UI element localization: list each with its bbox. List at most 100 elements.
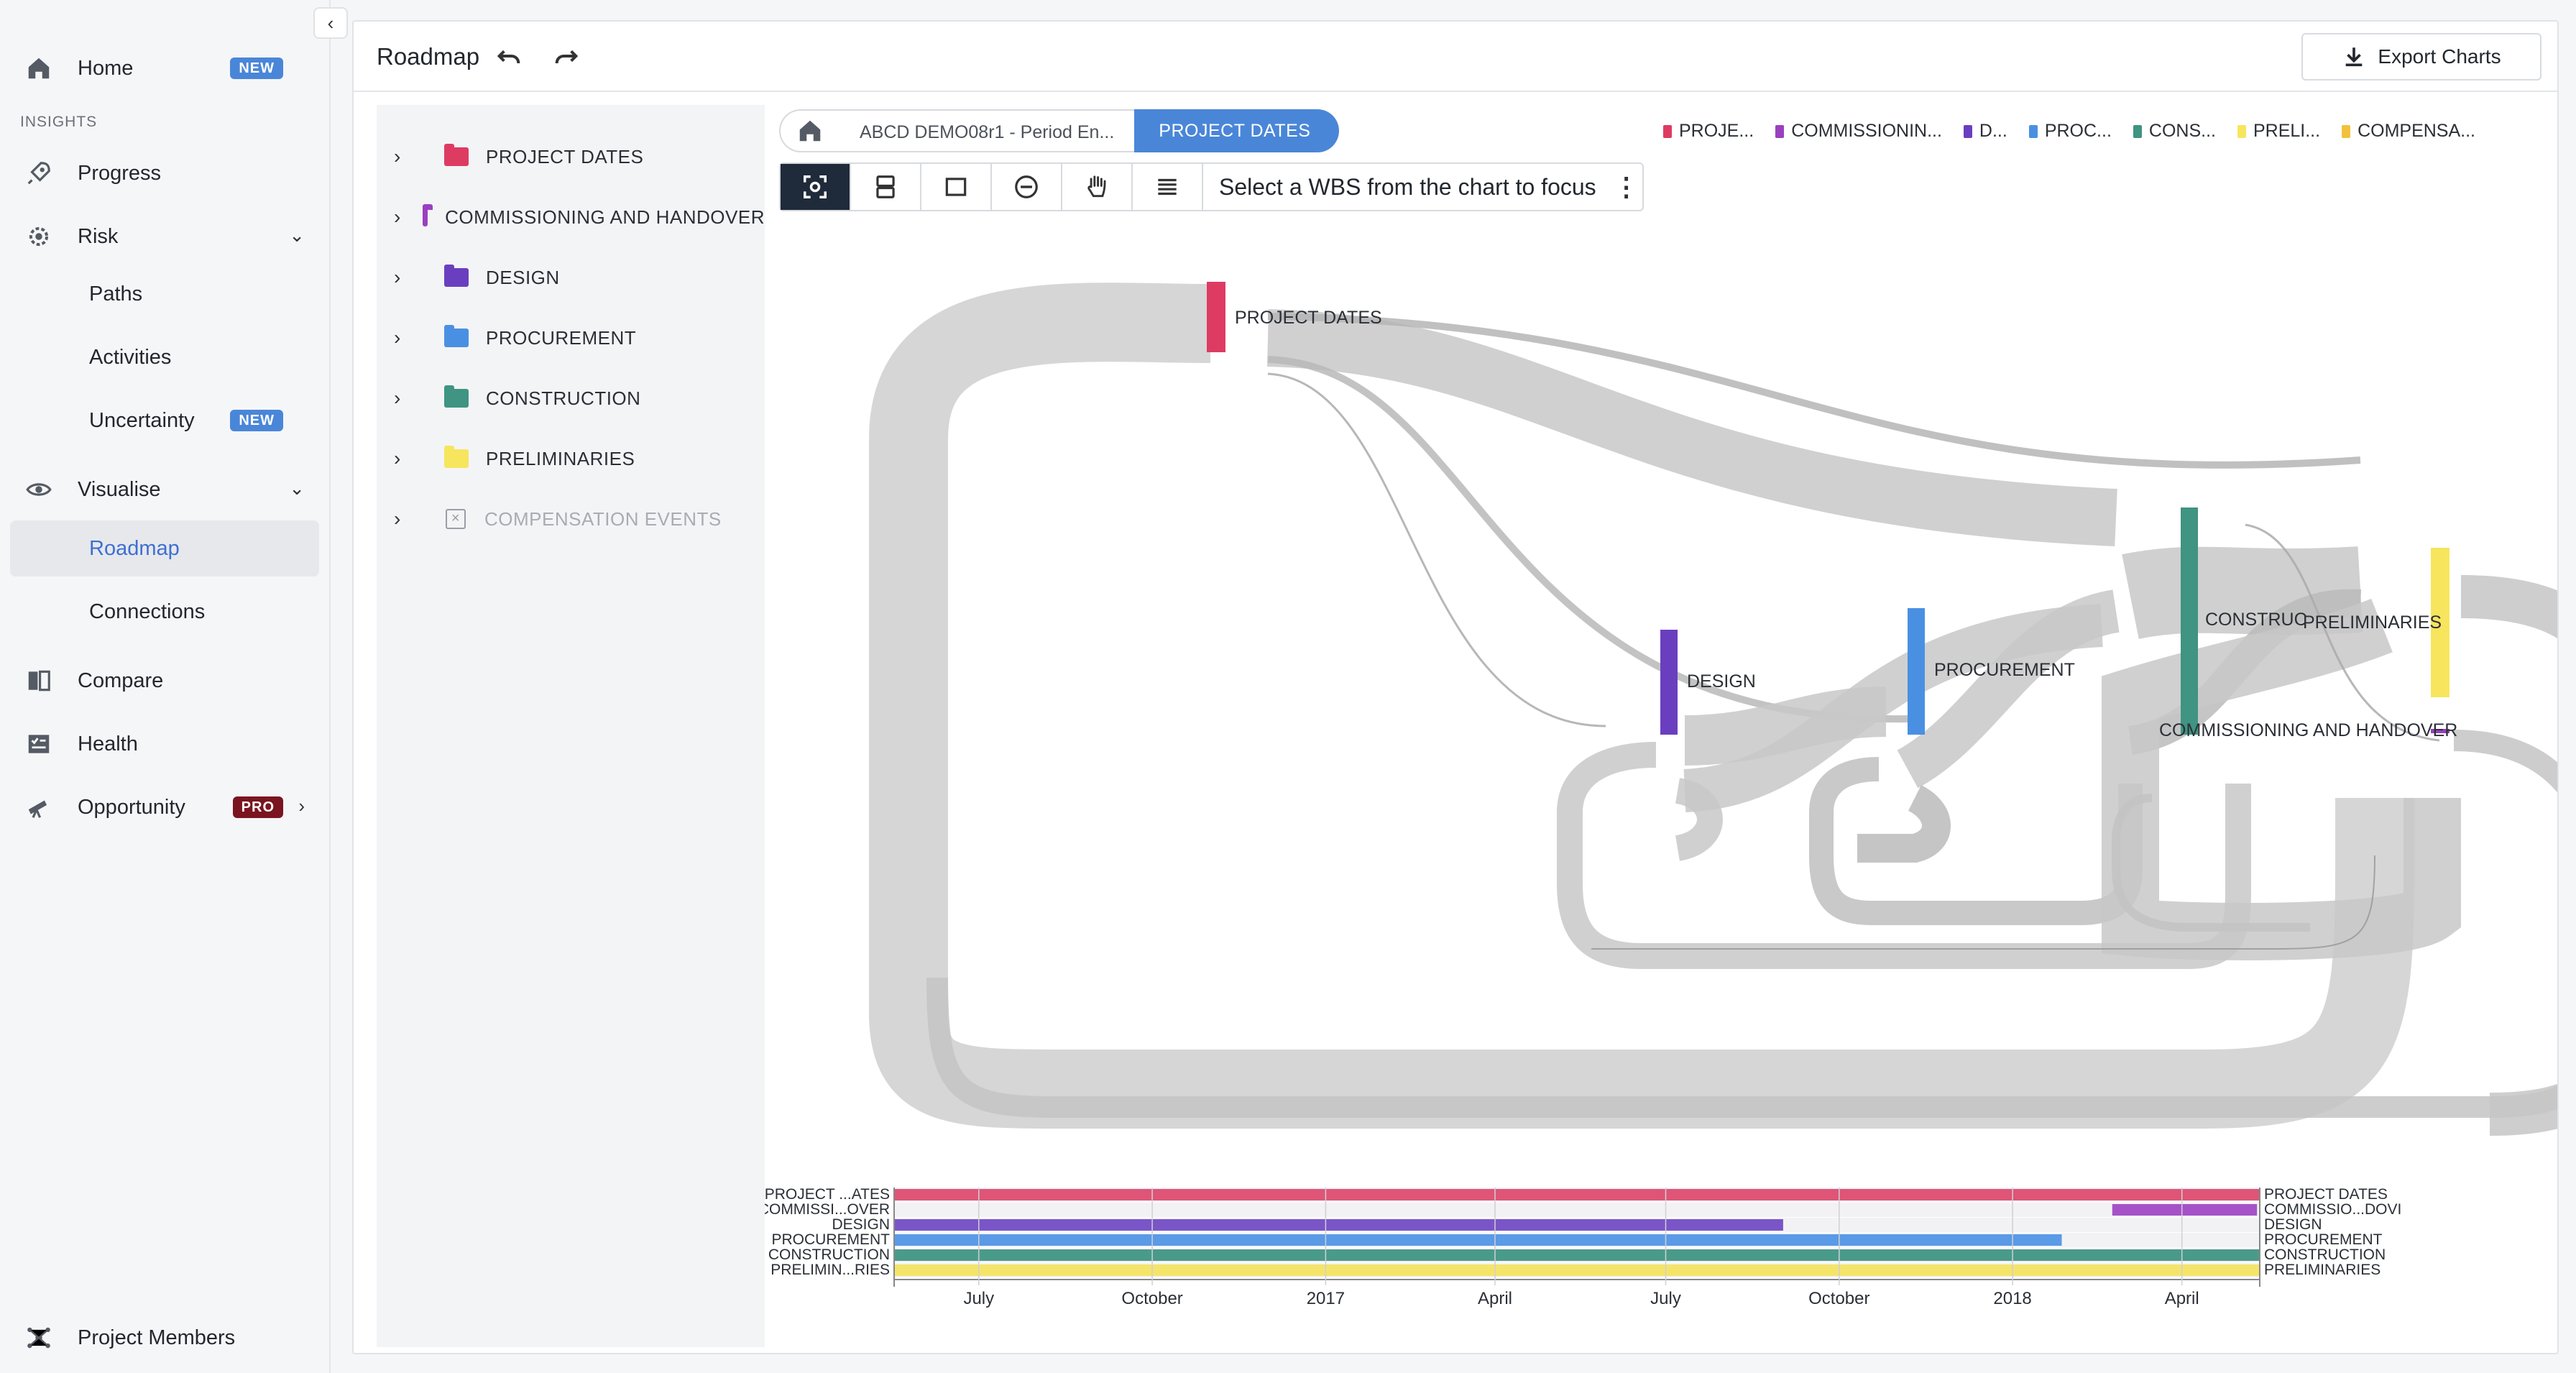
timeline-row-label: PRELIMIN...RIES xyxy=(770,1262,890,1278)
sankey-node-commissioning[interactable] xyxy=(2431,729,2450,733)
tree-item-commissioning[interactable]: › COMMISSIONING AND HANDOVER xyxy=(377,188,765,246)
nav-activities-label: Activities xyxy=(89,345,172,369)
nav-health[interactable]: Health xyxy=(10,716,319,772)
breadcrumb-active[interactable]: PROJECT DATES xyxy=(1134,109,1340,152)
legend-item[interactable]: PROC... xyxy=(2028,121,2112,142)
sankey-node-preliminaries[interactable] xyxy=(2431,548,2450,697)
focus-frame-icon xyxy=(804,175,827,198)
box-select-button[interactable] xyxy=(921,164,992,210)
nav-home[interactable]: Home NEW xyxy=(10,40,319,96)
timeline-bar[interactable] xyxy=(2112,1204,2258,1216)
undo-button[interactable] xyxy=(490,37,528,75)
chevron-right-icon[interactable]: › xyxy=(394,447,401,469)
sankey-label: PROJECT DATES xyxy=(1235,308,1382,328)
breadcrumb-home[interactable] xyxy=(779,109,840,152)
more-options-icon[interactable]: ⋮ xyxy=(1613,172,1639,201)
legend-item[interactable]: PRELI... xyxy=(2237,121,2320,142)
list-view-button[interactable] xyxy=(1133,164,1203,210)
legend-swatch xyxy=(2237,124,2246,138)
legend-item[interactable]: COMPENSA... xyxy=(2342,121,2475,142)
tree-item-procurement[interactable]: › PROCUREMENT xyxy=(377,309,765,367)
timeline-bar[interactable] xyxy=(894,1219,1783,1231)
tree-item-project-dates[interactable]: › PROJECT DATES xyxy=(377,128,765,185)
legend-swatch xyxy=(2342,124,2351,138)
telescope-icon xyxy=(22,790,56,825)
legend-item[interactable]: D... xyxy=(1963,121,2007,142)
timeline-bar[interactable] xyxy=(894,1234,2062,1246)
timeline-row-label: PRELIMINARIES xyxy=(2264,1262,2380,1278)
sankey-labels: PROJECT DATES DESIGN PROCUREMENT CONSTRU… xyxy=(1235,308,2457,740)
timeline-row-label: COMMISSIO...DOVI xyxy=(2264,1201,2401,1218)
sidebar: ‹ Home NEW INSIGHTS Progress Risk ⌄ Path… xyxy=(0,0,348,1373)
sankey-link xyxy=(1674,778,1723,861)
timeline-bar[interactable] xyxy=(894,1249,2260,1261)
timeline-bar[interactable] xyxy=(894,1264,2260,1276)
breadcrumb: ABCD DEMO08r1 - Period En... PROJECT DAT… xyxy=(779,109,1340,152)
pan-button[interactable] xyxy=(1062,164,1133,210)
section-insights-label: INSIGHTS xyxy=(20,114,98,130)
chevron-down-icon: ⌄ xyxy=(289,477,305,499)
legend-label: D... xyxy=(1979,121,2007,141)
tree-item-preliminaries[interactable]: › PRELIMINARIES xyxy=(377,430,765,487)
nav-risk-activities[interactable]: Activities xyxy=(10,329,319,385)
split-view-button[interactable] xyxy=(851,164,921,210)
sankey-node-construction[interactable] xyxy=(2181,508,2198,735)
legend-item[interactable]: PROJE... xyxy=(1663,121,1754,142)
home-icon xyxy=(22,51,56,86)
chevron-right-icon[interactable]: › xyxy=(394,387,401,409)
sankey-node-design[interactable] xyxy=(1660,630,1678,735)
nav-visualise-roadmap[interactable]: Roadmap xyxy=(10,520,319,577)
sankey-link xyxy=(1266,309,2117,546)
breadcrumb-project[interactable]: ABCD DEMO08r1 - Period En... xyxy=(840,109,1135,152)
timeline-bar[interactable] xyxy=(894,1189,2260,1200)
export-charts-button[interactable]: Export Charts xyxy=(2301,33,2542,81)
nav-visualise[interactable]: Visualise ⌄ xyxy=(10,462,319,518)
sankey-link xyxy=(2102,598,2461,960)
sankey-link xyxy=(2460,575,2557,1136)
nav-opportunity[interactable]: Opportunity PRO › xyxy=(10,779,319,835)
chevron-right-icon: › xyxy=(298,795,305,817)
redo-button[interactable] xyxy=(548,37,585,75)
nav-risk[interactable]: Risk ⌄ xyxy=(10,208,319,265)
focus-hint-text: Select a WBS from the chart to focus xyxy=(1219,174,1596,200)
nav-project-members[interactable]: Project Members xyxy=(10,1310,319,1366)
sankey-label: CONSTRUC xyxy=(2205,610,2307,630)
folder-icon xyxy=(444,446,469,468)
legend-item[interactable]: CONS... xyxy=(2133,121,2216,142)
sankey-label: PROCUREMENT xyxy=(1934,660,2075,680)
nav-compare[interactable]: Compare xyxy=(10,653,319,709)
hidden-checkbox-icon[interactable]: × xyxy=(446,509,466,529)
tree-item-compensation-events[interactable]: › × COMPENSATION EVENTS xyxy=(377,490,765,548)
chevron-right-icon[interactable]: › xyxy=(394,266,401,288)
sankey-label: PRELIMINARIES xyxy=(2303,612,2442,633)
legend-item[interactable]: COMMISSIONIN... xyxy=(1775,121,1942,142)
zoom-out-button[interactable] xyxy=(992,164,1062,210)
tree-item-construction[interactable]: › CONSTRUCTION xyxy=(377,369,765,427)
legend-swatch xyxy=(2133,124,2142,138)
sankey-link xyxy=(1896,589,2120,789)
nav-visualise-connections[interactable]: Connections xyxy=(10,584,319,640)
collapse-sidebar-button[interactable]: ‹ xyxy=(313,7,348,39)
fit-view-button[interactable] xyxy=(781,164,851,210)
pro-badge: PRO xyxy=(232,796,283,818)
chevron-right-icon[interactable]: › xyxy=(394,145,401,167)
timeline-row-label: COMMISSI...OVER xyxy=(765,1201,890,1218)
timeline-tick-label: October xyxy=(1121,1289,1182,1308)
nav-risk-uncertainty[interactable]: Uncertainty NEW xyxy=(10,392,319,449)
tree-item-design[interactable]: › DESIGN xyxy=(377,249,765,306)
timeline-tick-label: July xyxy=(1650,1289,1681,1308)
nav-health-label: Health xyxy=(78,732,138,756)
legend-label: PRELI... xyxy=(2253,121,2321,141)
sankey-node-project-dates[interactable] xyxy=(1207,282,1225,352)
sankey-link xyxy=(2122,546,2363,639)
nav-risk-paths[interactable]: Paths xyxy=(10,266,319,322)
chart-toolbar: Select a WBS from the chart to focus ⋮ xyxy=(779,162,1644,211)
nav-progress[interactable]: Progress xyxy=(10,145,319,201)
chevron-right-icon[interactable]: › xyxy=(394,508,401,530)
sankey-node-procurement[interactable] xyxy=(1908,608,1925,735)
legend-swatch xyxy=(1963,124,1972,138)
home-icon xyxy=(799,120,821,142)
legend-label: PROJE... xyxy=(1679,121,1754,141)
chevron-right-icon[interactable]: › xyxy=(394,206,401,228)
chevron-right-icon[interactable]: › xyxy=(394,326,401,349)
